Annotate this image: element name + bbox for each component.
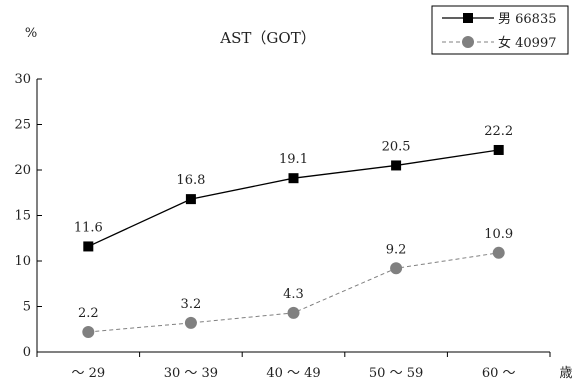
series-1-data-label: 4.3 — [283, 287, 304, 302]
series-0-data-label: 22.2 — [484, 124, 513, 139]
series-1-point — [82, 325, 95, 338]
series-0-point — [493, 144, 504, 155]
series-1-data-label: 2.2 — [78, 306, 99, 321]
legend-label-0: 男 66835 — [498, 12, 557, 27]
x-axis-label: 歳 — [559, 366, 572, 381]
legend-marker-1 — [462, 36, 474, 48]
series-1-data-label: 3.2 — [181, 297, 202, 312]
series-1-data-label: 9.2 — [386, 242, 407, 257]
x-tick-label: 30 ～ 39 — [164, 366, 218, 381]
series-0-point — [288, 173, 299, 184]
y-tick-label: 25 — [14, 118, 31, 133]
series-0-point — [185, 194, 196, 205]
series-0-data-label: 19.1 — [279, 152, 308, 167]
chart-title: AST（GOT） — [219, 29, 315, 47]
x-tick-label: 50 ～ 59 — [369, 366, 423, 381]
series-1-point — [492, 246, 505, 259]
y-tick-label: 5 — [23, 300, 31, 315]
data-labels: 11.6 16.8 19.1 20.5 22.2 2.2 3.2 4.3 9.2 10.9 — [74, 124, 513, 321]
series-1-data-label: 10.9 — [484, 227, 513, 242]
series-0-data-label: 20.5 — [382, 139, 411, 154]
y-tick-label: 30 — [14, 72, 31, 87]
x-tick-label: 60 ～ — [482, 366, 516, 381]
series-0-point — [391, 160, 402, 171]
legend-marker-0 — [463, 13, 473, 23]
series-1-point — [287, 306, 300, 319]
series-layer — [82, 144, 505, 338]
y-axis-label: % — [25, 26, 37, 41]
series-0-point — [83, 241, 94, 252]
series-1-point — [390, 262, 403, 275]
x-tick-label: ～ 29 — [71, 366, 105, 381]
series-0-data-label: 16.8 — [176, 173, 205, 188]
legend-label-1: 女 40997 — [498, 35, 557, 51]
legend-box — [431, 5, 569, 55]
x-tick-label: 40 ～ 49 — [266, 366, 320, 381]
y-tick-label: 20 — [14, 163, 31, 178]
y-tick-label: 10 — [14, 254, 31, 269]
y-tick-label: 15 — [14, 209, 31, 224]
series-1-point — [184, 316, 197, 329]
legend: 男 66835 女 40997 — [431, 5, 569, 55]
axes: 0 5 10 15 20 25 30 ～ 29 30 ～ 39 40 ～ 49 50 ～ 59 60 … — [14, 72, 551, 381]
y-tick-label: 0 — [23, 345, 31, 360]
series-0-data-label: 11.6 — [74, 220, 103, 235]
